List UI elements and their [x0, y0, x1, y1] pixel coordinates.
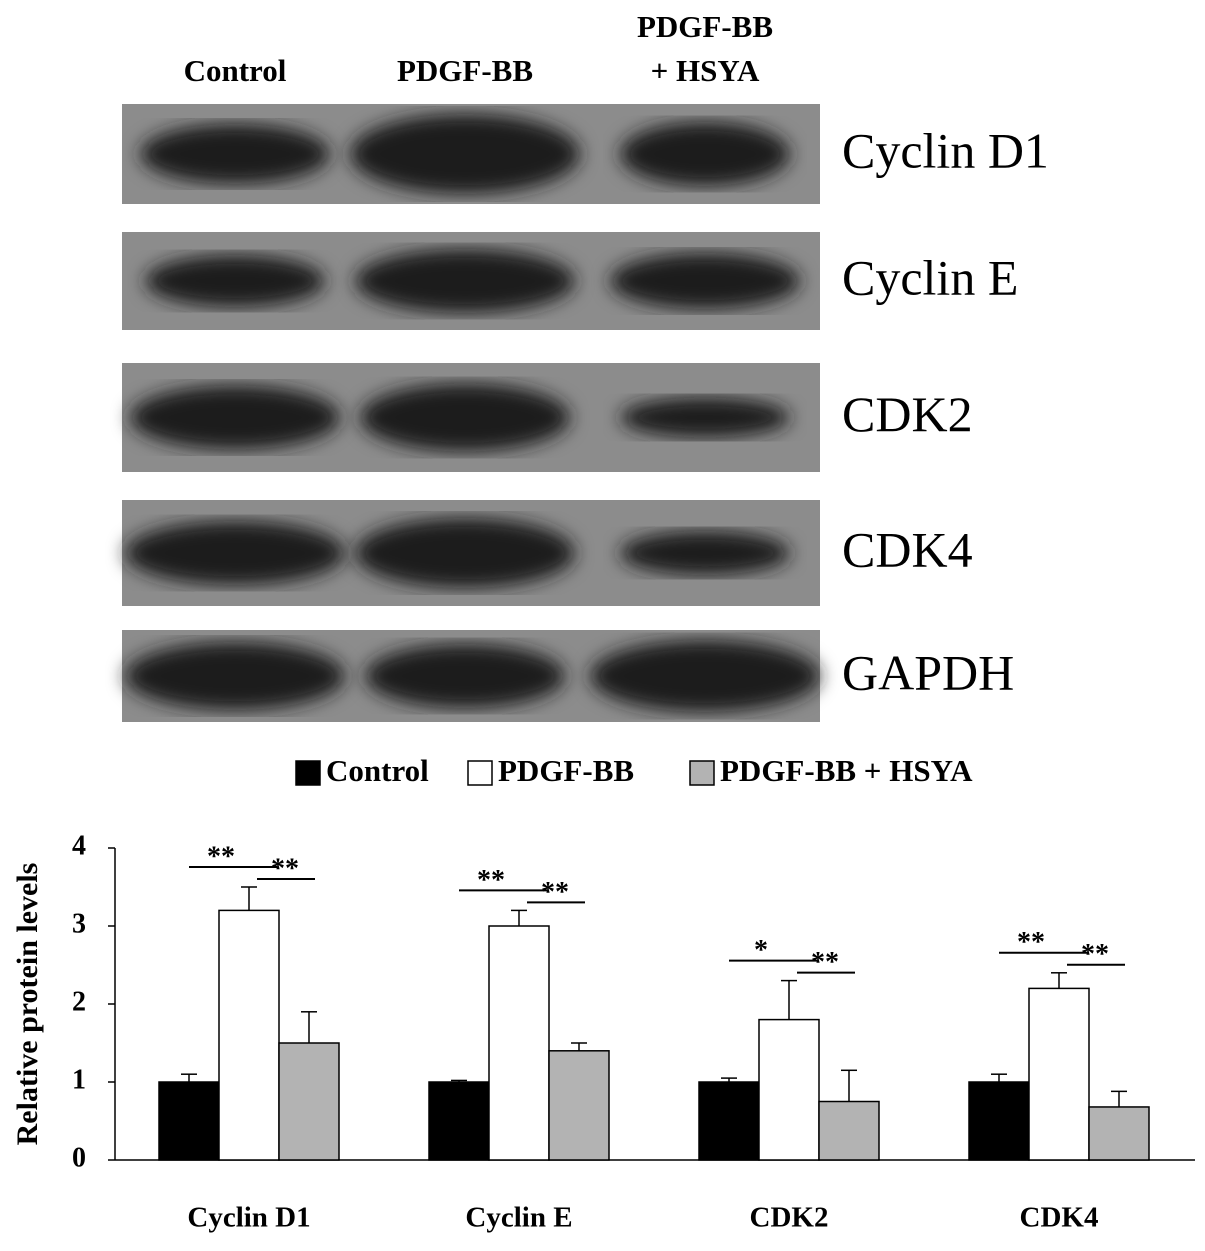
- blot-band: [130, 385, 340, 450]
- lane-label: PDGF-BB: [637, 9, 773, 44]
- bar: [158, 1081, 220, 1161]
- significance-label: **: [1081, 939, 1109, 970]
- significance-label: **: [541, 877, 569, 908]
- blot-band: [355, 518, 575, 588]
- x-tick-label: Cyclin E: [465, 1202, 572, 1234]
- bar: [758, 1018, 820, 1161]
- bar: [218, 909, 280, 1161]
- blot-band: [620, 531, 790, 575]
- bar: [548, 1050, 610, 1161]
- protein-label: Cyclin D1: [842, 122, 1049, 178]
- y-tick-label: 2: [72, 986, 86, 1017]
- y-tick-label: 4: [72, 830, 86, 861]
- significance-label: **: [207, 841, 235, 872]
- bar: [1088, 1106, 1150, 1161]
- bar: [698, 1081, 760, 1161]
- bar: [488, 925, 550, 1161]
- legend-label: PDGF-BB: [498, 753, 634, 788]
- lane-label: PDGF-BB: [397, 53, 533, 88]
- y-tick-label: 1: [72, 1064, 86, 1095]
- bar: [428, 1081, 490, 1161]
- y-tick-label: 3: [72, 908, 86, 939]
- blot-band: [360, 383, 570, 452]
- y-tick-label: 0: [72, 1142, 86, 1173]
- significance-label: **: [477, 865, 505, 896]
- y-axis-label: Relative protein levels: [11, 863, 44, 1146]
- significance-label: **: [811, 947, 839, 978]
- legend-swatch: [467, 760, 493, 786]
- x-tick-label: CDK4: [1020, 1202, 1099, 1234]
- x-tick-label: Cyclin D1: [187, 1202, 310, 1234]
- blot-band: [125, 521, 345, 585]
- protein-label: CDK2: [842, 386, 973, 442]
- protein-label: GAPDH: [842, 644, 1014, 700]
- bar: [278, 1042, 340, 1161]
- significance-label: *: [754, 935, 768, 966]
- bar: [968, 1081, 1030, 1161]
- legend-label: PDGF-BB + HSYA: [720, 753, 973, 788]
- legend-swatch: [295, 760, 321, 786]
- blot-band: [365, 644, 565, 708]
- blot-band: [610, 253, 800, 309]
- bar: [1028, 987, 1090, 1161]
- blot-band: [125, 642, 345, 710]
- protein-label: CDK4: [842, 521, 973, 577]
- protein-label: Cyclin E: [842, 249, 1018, 305]
- significance-label: **: [1017, 927, 1045, 958]
- significance-label: **: [271, 853, 299, 884]
- blot-band: [350, 114, 580, 194]
- blot-band: [620, 397, 790, 438]
- bar: [818, 1100, 880, 1161]
- blot-band: [140, 124, 330, 184]
- blot-band: [355, 249, 575, 313]
- x-tick-label: CDK2: [750, 1202, 829, 1234]
- blot-band: [145, 255, 325, 307]
- blot-band: [620, 122, 790, 186]
- lane-label: Control: [184, 53, 287, 88]
- lane-label: + HSYA: [651, 53, 760, 88]
- legend-label: Control: [326, 753, 429, 788]
- blot-band: [590, 640, 820, 712]
- legend-swatch: [689, 760, 715, 786]
